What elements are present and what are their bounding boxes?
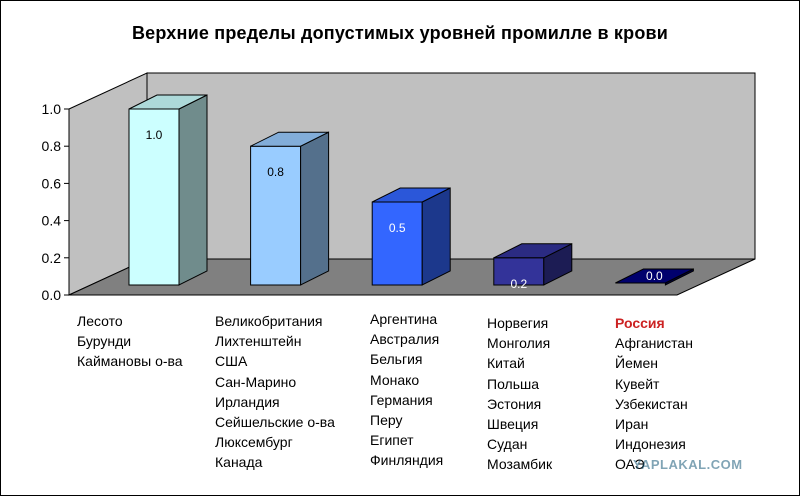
bar-4-top [493,243,573,259]
back-wall [146,72,756,260]
bar-1-value-label: 1.0 [146,128,163,142]
bar-1-top [128,94,208,110]
country-label: Иран [615,416,649,433]
country-label: Великобритания [215,313,323,329]
country-label: Финляндия [370,452,444,469]
country-label: Швеция [487,416,539,433]
category-list-2: Великобритания Лихтенштейн США Сан-Марино Ир… [215,311,335,473]
country-label: ОАЭ [615,456,645,473]
bar-2-top [250,131,329,147]
y-tick-label: 0.4 [42,213,62,229]
bar-5-top [615,268,694,284]
bar-3-front [371,201,423,286]
y-tick-label: 0.2 [42,250,62,266]
country-label: Каймановы о-ва [77,353,183,370]
country-label: США [215,353,248,370]
category-list-5: Россия Афганистан Йемен Кувейт Узбекистан Ира… [615,313,693,475]
y-tick-label: 0.8 [42,138,62,154]
country-label: Мозамбик [487,456,553,473]
category-list-1: Лесото Бурунди Каймановы о-ва [77,311,183,372]
bar-3-side [421,187,451,286]
country-label: Сан-Марино [215,373,297,390]
bar-4-front [493,257,545,286]
country-label: Узбекистан [615,395,688,412]
bar-1-side [178,94,208,286]
bar-2: 0.8 [250,131,330,286]
chart-title: Верхние пределы допустимых уровней проми… [131,23,669,43]
country-label: Аргентина [370,311,438,327]
country-label: Ирландия [215,393,280,410]
bar-1: 1.0 [128,94,208,286]
watermark-text: YAPLAKAL.COM [633,457,743,472]
bar-5-value-label: 0.0 [646,269,663,283]
y-tick-label: 0.0 [42,287,62,303]
country-label: Афганистан [615,335,693,352]
bar-2-value-label: 0.8 [267,165,284,179]
country-label: Йемен [615,355,658,372]
country-label: Китай [487,355,525,372]
country-label: Индонезия [615,436,686,453]
country-label: Лесото [77,313,123,329]
y-tick-label: 1.0 [42,101,62,117]
country-label: Кувейт [615,375,660,392]
country-label: Египет [370,432,414,449]
country-label: Перу [370,412,403,429]
country-label: Бурунди [77,333,132,350]
country-label: Германия [370,391,433,408]
country-label: Канада [215,454,263,471]
bar-3-value-label: 0.5 [389,221,406,235]
bar-3-top [371,187,451,203]
country-label: Норвегия [487,315,549,331]
bar-4: 0.2 [493,242,573,291]
country-label: Монако [370,371,420,388]
country-label: Австралия [370,331,440,348]
country-label: Лихтенштейн [215,333,302,350]
bar-4-value-label: 0.2 [510,277,527,291]
country-label: Бельгия [370,351,423,368]
country-label: Россия [615,315,665,331]
category-list-3: Аргентина Австралия Бельгия Монако Германия П… [370,309,443,471]
bar-5: 0.0 [615,268,694,286]
bar-3: 0.5 [371,187,451,286]
y-tick-label: 0.6 [42,175,62,191]
country-label: Люксембург [215,434,293,451]
country-label: Монголия [487,335,551,352]
country-label: Судан [487,436,528,453]
category-list-4: Норвегия Монголия Китай Польша Эстония Швеция… [487,313,552,475]
country-label: Польша [487,375,540,392]
bar-2-side [300,131,330,286]
country-label: Эстония [487,395,542,412]
country-label: Сейшельские о-ва [215,414,335,431]
